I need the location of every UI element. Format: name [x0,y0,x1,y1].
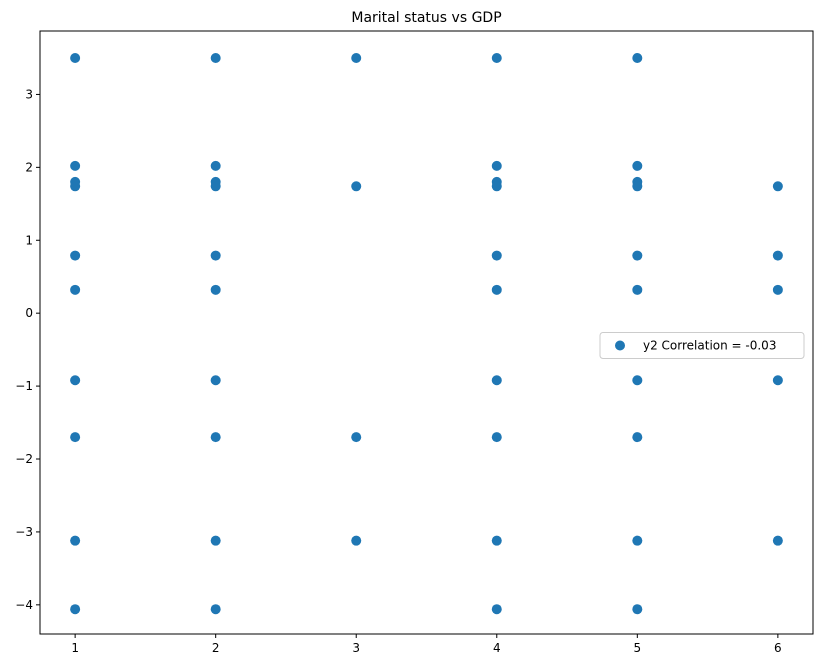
data-point [210,181,221,192]
y-axis: 3 2 1 0 −1 −2 −3 −4 [15,87,40,612]
data-point [772,181,783,192]
x-tick-label: 3 [352,641,360,655]
plot-area-frame [39,30,814,635]
data-point [70,250,81,261]
data-point [491,604,502,615]
data-point [210,250,221,261]
data-point [772,284,783,295]
data-point [491,375,502,386]
data-point [70,535,81,546]
y-tick-label: −2 [15,452,33,466]
y-tick-label: −4 [15,598,33,612]
data-point [491,284,502,295]
data-point [351,535,362,546]
legend-marker [615,340,625,351]
data-point [632,160,643,171]
y-tick-label: −1 [15,379,33,393]
data-point [210,284,221,295]
data-point [772,535,783,546]
data-point [210,432,221,443]
data-point [632,535,643,546]
y-tick-label: 3 [25,87,33,101]
data-point [351,181,362,192]
data-point [632,375,643,386]
data-point [491,535,502,546]
data-point [351,432,362,443]
data-point [210,52,221,63]
data-point [70,181,81,192]
chart-title: Marital status vs GDP [351,10,501,26]
data-point [632,432,643,443]
data-point [210,160,221,171]
data-point [632,604,643,615]
data-point [491,432,502,443]
data-point [210,535,221,546]
data-point [70,52,81,63]
data-point [632,250,643,261]
data-point [70,432,81,443]
data-point [210,375,221,386]
data-point [70,375,81,386]
legend-label: y2 Correlation = -0.03 [643,339,776,353]
x-tick-label: 5 [633,641,641,655]
data-point [491,250,502,261]
x-axis: 1 2 3 4 5 6 [71,634,782,655]
data-point [632,284,643,295]
data-point [70,284,81,295]
legend: y2 Correlation = -0.03 [599,332,805,359]
data-point [491,52,502,63]
x-tick-label: 1 [71,641,79,655]
data-point [632,52,643,63]
data-point [70,604,81,615]
data-points [70,52,783,615]
x-tick-label: 6 [774,641,782,655]
data-point [351,52,362,63]
x-tick-label: 4 [493,641,501,655]
data-point [210,604,221,615]
data-point [772,250,783,261]
y-tick-label: 1 [25,233,33,247]
y-tick-label: 0 [25,306,33,320]
legend-box [599,332,805,359]
data-point [632,181,643,192]
data-point [70,160,81,171]
data-point [491,160,502,171]
y-tick-label: −3 [15,525,33,539]
y-tick-label: 2 [25,160,33,174]
data-point [772,375,783,386]
data-point [491,181,502,192]
x-tick-label: 2 [212,641,220,655]
